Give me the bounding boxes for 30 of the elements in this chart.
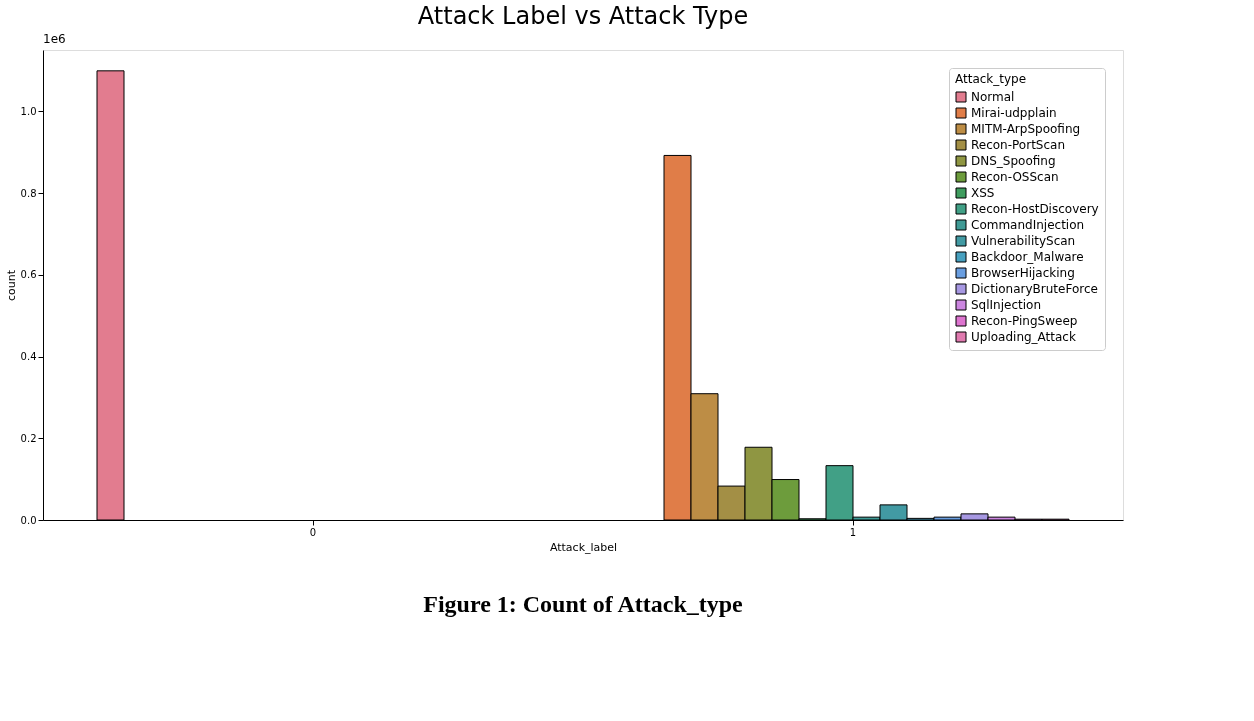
legend-label: SqlInjection <box>971 298 1042 312</box>
legend-label: Recon-PingSweep <box>971 314 1078 328</box>
legend-label: DictionaryBruteForce <box>971 282 1098 296</box>
legend-label: BrowserHijacking <box>971 266 1075 280</box>
x-axis-title: Attack_label <box>549 540 618 554</box>
y-tick-label: 0.4 <box>20 351 37 363</box>
legend-label: CommandInjection <box>971 218 1085 232</box>
y-tick-label: 0.6 <box>20 269 37 281</box>
legend-label: Backdoor_Malware <box>971 250 1084 264</box>
legend-label: VulnerabilityScan <box>971 234 1076 248</box>
y-tick-label: 0.8 <box>20 187 37 199</box>
y-axis-title: count <box>4 269 18 302</box>
legend-label: Recon-OSScan <box>971 170 1059 184</box>
y-tick-label: 0.0 <box>20 514 37 526</box>
legend-title: Attack_type <box>955 72 1027 86</box>
legend-label: Recon-HostDiscovery <box>971 202 1099 216</box>
legend-label: DNS_Spoofing <box>971 154 1056 168</box>
y-tick-label: 0.2 <box>20 432 37 444</box>
legend-label: Normal <box>971 90 1015 104</box>
y-tick-label: 1.0 <box>20 105 37 117</box>
legend-label: Mirai-udpplain <box>971 106 1057 120</box>
legend-label: MITM-ArpSpoofing <box>971 122 1081 136</box>
x-tick-label: 1 <box>849 526 857 538</box>
text: 1e6 <box>43 32 66 46</box>
legend-label: Uploading_Attack <box>971 330 1076 344</box>
legend-label: XSS <box>971 186 995 200</box>
chart-title: Attack Label vs Attack Type <box>417 2 749 30</box>
legend-label: Recon-PortScan <box>971 138 1066 152</box>
x-tick-label: 0 <box>309 526 317 538</box>
caption: Figure 1: Count of Attack_type <box>423 591 744 617</box>
